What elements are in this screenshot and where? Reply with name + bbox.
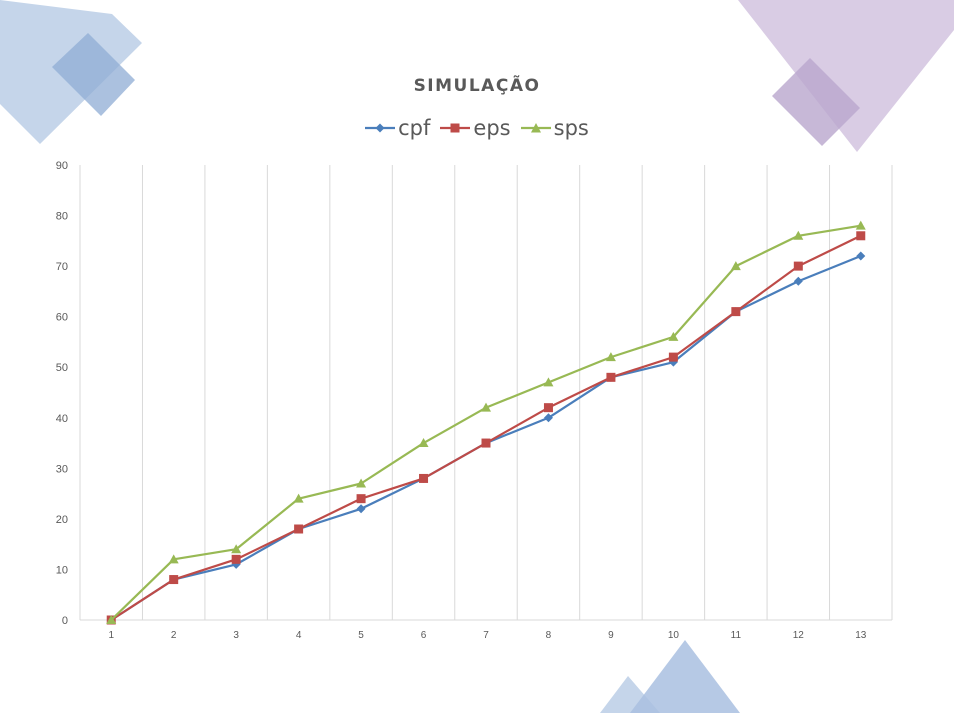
y-tick-label: 40 bbox=[56, 413, 68, 425]
legend-item-eps: eps bbox=[440, 116, 511, 140]
data-point-sps bbox=[793, 230, 804, 240]
legend-label-eps: eps bbox=[473, 116, 511, 140]
deco-purple-diamond-top-right bbox=[772, 58, 860, 146]
chart-legend: cpf eps sps bbox=[0, 116, 954, 140]
y-axis: 0 10 20 30 40 50 60 70 80 90 bbox=[56, 160, 68, 627]
data-point-eps bbox=[668, 352, 678, 362]
data-point-eps bbox=[606, 372, 616, 382]
data-point-cpf bbox=[856, 251, 866, 261]
data-point-sps bbox=[543, 377, 554, 387]
data-point-eps bbox=[793, 261, 803, 271]
x-tick-label: 10 bbox=[668, 630, 680, 641]
x-tick-label: 5 bbox=[358, 630, 364, 641]
y-tick-label: 30 bbox=[56, 463, 68, 475]
data-point-sps bbox=[231, 544, 242, 554]
series-line-sps bbox=[110, 224, 861, 621]
chart-title: SIMULAÇÃO bbox=[413, 76, 541, 96]
legend-item-cpf: cpf bbox=[365, 116, 430, 140]
y-tick-label: 0 bbox=[62, 615, 68, 627]
data-point-eps bbox=[731, 307, 741, 317]
y-tick-label: 70 bbox=[56, 261, 68, 273]
data-point-eps bbox=[543, 403, 553, 413]
chart-series bbox=[106, 220, 866, 625]
data-point-sps bbox=[293, 493, 304, 503]
y-tick-label: 80 bbox=[56, 211, 68, 223]
y-tick-label: 20 bbox=[56, 514, 68, 526]
data-point-eps bbox=[481, 438, 491, 448]
data-point-eps bbox=[356, 494, 366, 504]
deco-purple-shape-top-right bbox=[738, 0, 954, 152]
legend-label-sps: sps bbox=[553, 116, 589, 140]
data-point-sps bbox=[356, 478, 367, 488]
data-point-cpf bbox=[543, 413, 553, 423]
y-tick-label: 60 bbox=[56, 312, 68, 324]
y-tick-label: 10 bbox=[56, 564, 68, 576]
x-tick-label: 7 bbox=[483, 630, 489, 641]
data-point-sps bbox=[106, 615, 117, 624]
series-eps bbox=[106, 231, 866, 625]
data-point-eps bbox=[419, 473, 429, 483]
series-line-eps bbox=[110, 234, 862, 621]
x-tick-label: 4 bbox=[296, 630, 302, 641]
data-point-sps bbox=[855, 220, 866, 230]
data-point-eps bbox=[294, 524, 304, 534]
data-point-cpf bbox=[793, 276, 803, 286]
data-point-sps bbox=[418, 438, 429, 448]
x-tick-label: 6 bbox=[421, 630, 427, 641]
x-axis: 1 2 3 4 5 6 7 8 9 10 11 12 13 bbox=[108, 630, 866, 641]
series-line-cpf bbox=[110, 254, 862, 621]
legend-marker-eps bbox=[440, 123, 471, 133]
y-tick-label: 90 bbox=[56, 160, 68, 172]
deco-blue-diamond-top-left bbox=[52, 33, 135, 116]
data-point-sps bbox=[481, 402, 491, 412]
x-tick-label: 13 bbox=[855, 630, 867, 641]
legend-item-sps: sps bbox=[520, 116, 589, 140]
data-point-sps bbox=[730, 261, 741, 271]
data-point-eps bbox=[856, 231, 866, 241]
deco-blue-triangle-bottom-large bbox=[630, 640, 740, 713]
x-tick-label: 1 bbox=[108, 630, 114, 641]
series-cpf bbox=[106, 251, 866, 625]
data-point-sps bbox=[668, 331, 679, 341]
x-tick-label: 2 bbox=[171, 630, 177, 641]
legend-marker-sps bbox=[520, 123, 551, 133]
x-tick-label: 11 bbox=[731, 630, 742, 641]
chart-gridlines bbox=[79, 165, 893, 621]
data-point-eps bbox=[231, 554, 241, 564]
data-point-eps bbox=[169, 575, 179, 585]
data-point-sps bbox=[168, 554, 179, 564]
x-tick-label: 9 bbox=[608, 630, 614, 641]
data-point-sps bbox=[605, 352, 616, 362]
x-tick-label: 8 bbox=[546, 630, 552, 641]
series-sps bbox=[106, 220, 866, 624]
legend-marker-cpf bbox=[365, 123, 396, 133]
x-tick-label: 3 bbox=[233, 630, 239, 641]
legend-label-cpf: cpf bbox=[398, 116, 431, 140]
x-tick-label: 12 bbox=[793, 630, 805, 641]
y-tick-label: 50 bbox=[56, 362, 68, 374]
data-point-cpf bbox=[356, 504, 366, 514]
